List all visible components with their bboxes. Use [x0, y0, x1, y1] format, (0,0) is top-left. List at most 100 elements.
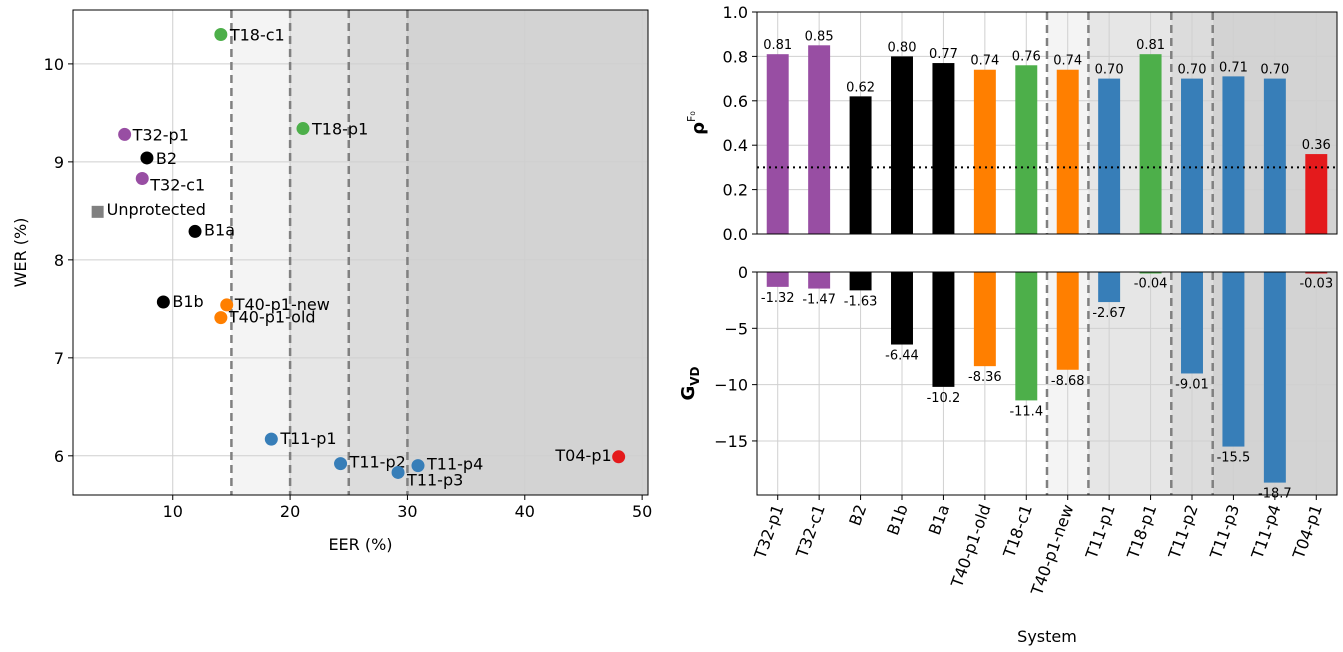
rho-bar [766, 54, 789, 235]
scatter-xtick-label: 50 [632, 502, 652, 521]
gvd-ytick-label: −5 [724, 319, 748, 338]
gvd-yaxis-label: GVD [678, 366, 702, 400]
rho-bar-label: 0.77 [929, 47, 958, 62]
scatter-shaded-region [231, 10, 291, 495]
rho-bar-label: 0.71 [1219, 60, 1248, 75]
rho-bar-label: 0.74 [1053, 54, 1082, 69]
rho-bar [1139, 54, 1162, 235]
bar-category-label: T32-c1 [792, 502, 829, 561]
scatter-xtick-label: 40 [515, 502, 535, 521]
scatter-point-label: T11-p4 [426, 455, 483, 474]
scatter-point [118, 127, 132, 141]
bar-category-label: T11-p2 [1164, 502, 1201, 562]
gvd-bar [1305, 272, 1328, 274]
gvd-bar [766, 272, 789, 287]
scatter-point [296, 122, 310, 136]
scatter-point [612, 450, 626, 464]
gvd-bar-label: -18.7 [1258, 487, 1292, 502]
rho-bar-label: 0.85 [805, 29, 834, 44]
scatter-xtick-label: 20 [280, 502, 300, 521]
scatter-point-label: T11-p2 [349, 453, 406, 472]
gvd-bar-label: -0.03 [1299, 276, 1333, 291]
scatter-point-label: B2 [156, 149, 177, 168]
gvd-bar [1015, 272, 1038, 401]
bar-category-label: B1b [883, 502, 912, 538]
gvd-bar [808, 272, 831, 289]
rho-bar [849, 96, 872, 234]
rho-bar-label: 0.81 [1136, 38, 1165, 53]
bar-category-label: T04-p1 [1289, 502, 1326, 562]
bar-charts: 0.810.850.620.80 0.77 0.74 0.76 0.740.700.81… [678, 3, 1338, 646]
scatter-ytick-label: 9 [54, 153, 64, 172]
gvd-ytick-label: 0 [738, 263, 748, 282]
bar-xaxis-label: System [1017, 627, 1077, 646]
gvd-bar [849, 272, 872, 291]
rho-yaxis-label: ρF₀ [685, 111, 709, 135]
bar-category-label: T18-p1 [1123, 502, 1160, 562]
gvd-bar-label: -10.2 [927, 391, 961, 406]
scatter-point [188, 224, 202, 238]
rho-bar-label: 0.80 [888, 40, 917, 55]
gvd-bar-label: -1.63 [844, 294, 878, 309]
rho-bar [808, 45, 831, 234]
rho-bar [932, 63, 955, 235]
scatter-shaded-region [407, 10, 648, 495]
scatter-point [140, 151, 154, 165]
scatter-frame [72, 9, 649, 496]
bar-category-label: T40-p1-old [947, 502, 995, 591]
scatter-point [91, 205, 104, 218]
gvd-bar [891, 272, 913, 345]
rho-ytick-label: 0.2 [723, 181, 748, 200]
gvd-bar-label: -0.04 [1134, 276, 1168, 291]
bar-category-label: T18-c1 [999, 502, 1036, 561]
scatter-xtick-label: 30 [397, 502, 417, 521]
gvd-bar-label: -8.68 [1051, 374, 1085, 389]
rho-ytick-label: 0.8 [723, 47, 748, 66]
gvd-bar [1056, 272, 1079, 370]
scatter-point-label: T11-p1 [279, 429, 336, 448]
bar-category-label: T11-p1 [1081, 502, 1118, 562]
rho-ytick-label: 0.0 [723, 225, 748, 244]
scatter-point [220, 298, 234, 312]
gvd-bar [1222, 272, 1245, 447]
bar-category-label: B1a [925, 502, 953, 538]
rho-bar [891, 56, 913, 235]
gvd-bar [1263, 272, 1286, 483]
scatter-point [334, 457, 348, 471]
gvd-bar-label: -9.01 [1175, 377, 1209, 392]
rho-bar [1263, 78, 1286, 234]
rho-yaxis-symbol: ρ [688, 122, 709, 135]
bar-category-label: T32-p1 [750, 502, 787, 562]
rho-ytick-label: 1.0 [723, 3, 748, 22]
rho-ytick-label: 0.6 [723, 92, 748, 111]
gvd-ytick-label: −15 [714, 432, 748, 451]
scatter-point [214, 27, 228, 41]
scatter-point-label: Unprotected [107, 200, 206, 219]
gvd-bar [1139, 272, 1162, 274]
gvd-shaded-region [1088, 272, 1172, 495]
gvd-bar-label: -8.36 [968, 370, 1002, 385]
scatter-shaded-region [348, 10, 408, 495]
rho-bar [1015, 65, 1038, 234]
bar-category-label: T40-p1-new [1027, 502, 1078, 599]
gvd-bar [973, 272, 996, 367]
rho-bar-label: 0.36 [1302, 138, 1331, 153]
gvd-bar-label: -11.4 [1009, 404, 1043, 419]
rho-bar [1222, 76, 1245, 234]
scatter-point [411, 459, 425, 473]
bar-category-label: T11-p3 [1206, 502, 1243, 562]
gvd-bar-label: -1.32 [761, 291, 795, 306]
scatter-point [214, 311, 228, 325]
rho-bar-label: 0.74 [970, 54, 999, 69]
rho-bar [1098, 78, 1121, 234]
scatter-point-label: T40-p1-new [234, 295, 330, 314]
rho-frame [756, 11, 1338, 235]
scatter-point [156, 295, 170, 309]
scatter-yaxis-label: WER (%) [11, 218, 30, 288]
gvd-bar [1098, 272, 1121, 303]
rho-bar-label: 0.70 [1260, 63, 1289, 78]
gvd-bar-label: -6.44 [885, 349, 919, 364]
rho-bar-label: 0.81 [763, 38, 792, 53]
rho-bar [1305, 154, 1328, 234]
